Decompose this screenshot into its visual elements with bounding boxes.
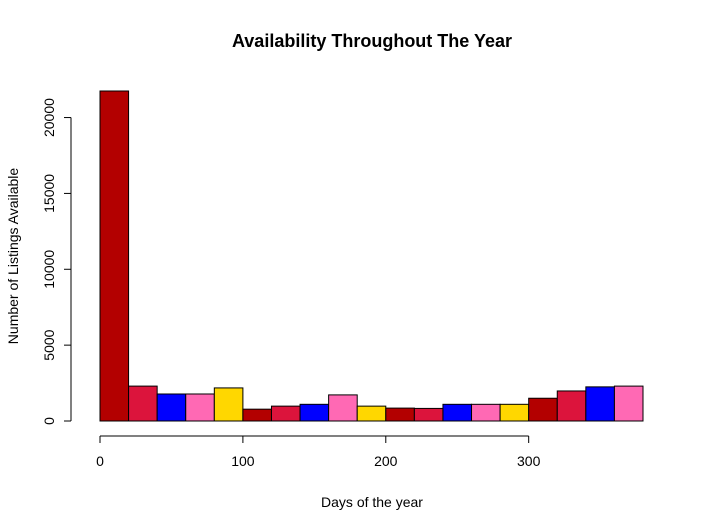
- histogram-bar: [299, 403, 330, 422]
- y-tick-label: 15000: [41, 174, 57, 213]
- y-tick-label: 0: [41, 417, 57, 425]
- histogram-bar: [385, 407, 415, 422]
- y-axis-label: Number of Listings Available: [5, 168, 21, 345]
- x-tick-label: 200: [374, 453, 398, 469]
- histogram-bar: [270, 405, 301, 422]
- bars-layer: [99, 90, 644, 422]
- histogram-bar: [242, 408, 272, 422]
- y-tick-label: 20000: [41, 98, 57, 137]
- x-tick-label: 0: [96, 453, 104, 469]
- histogram-bar: [99, 90, 130, 422]
- histogram-bar: [356, 405, 387, 422]
- histogram-bar: [213, 387, 244, 422]
- x-tick-label: 300: [517, 453, 541, 469]
- histogram-bar: [128, 385, 158, 422]
- histogram-bar: [585, 386, 615, 422]
- y-tick-label: 10000: [41, 250, 57, 289]
- histogram-bar: [499, 403, 530, 422]
- histogram-bar: [613, 385, 644, 422]
- y-axis: 0 5000 10000 15000 20000: [41, 98, 72, 425]
- histogram-bar: [328, 394, 358, 422]
- histogram-bar: [528, 397, 558, 422]
- histogram-bar: [185, 393, 215, 422]
- x-axis-label: Days of the year: [321, 494, 423, 510]
- histogram-bar: [471, 403, 501, 422]
- x-axis: 0 100 200 300: [96, 435, 541, 469]
- histogram-bar: [413, 407, 444, 422]
- y-tick-label: 5000: [41, 329, 57, 360]
- x-tick-label: 100: [231, 453, 255, 469]
- chart-title: Availability Throughout The Year: [232, 31, 512, 51]
- histogram-bar: [556, 390, 587, 422]
- histogram-bar: [442, 403, 473, 422]
- histogram-bar: [156, 393, 187, 422]
